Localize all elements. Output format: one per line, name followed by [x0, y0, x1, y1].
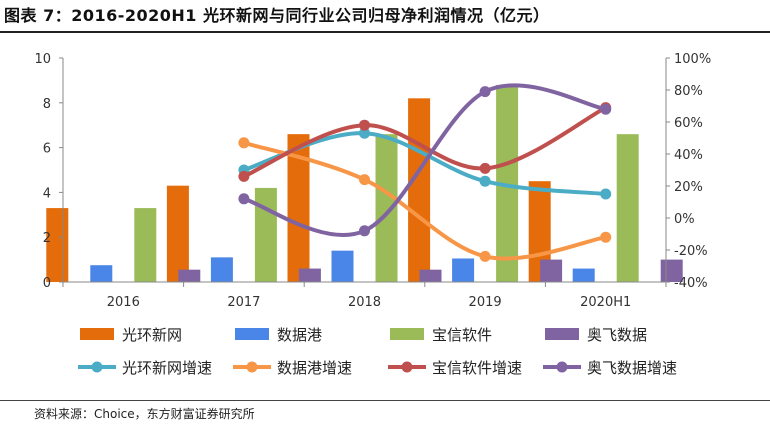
legend-label-奥飞数据增速: 奥飞数据增速: [587, 359, 677, 377]
bar-宝信软件: [496, 84, 519, 282]
marker-数据港增速: [479, 250, 491, 262]
legend-swatch-宝信软件: [390, 328, 424, 340]
bar-数据港: [90, 265, 113, 282]
y-tick-label-left: 2: [43, 231, 51, 246]
bar-数据港: [210, 257, 233, 282]
bar-宝信软件: [375, 134, 398, 282]
title-rule: [0, 31, 770, 33]
marker-宝信软件增速: [359, 119, 370, 131]
bar-光环新网: [408, 98, 431, 282]
source-note: 资料来源：Choice，东方财富证券研究所: [34, 407, 255, 421]
bar-数据港: [452, 258, 475, 282]
marker-光环新网增速: [479, 175, 491, 187]
x-tick-label: 2017: [227, 295, 260, 310]
marker-奥飞数据增速: [359, 225, 370, 237]
bar-奥飞数据: [419, 269, 442, 282]
y-tick-label-right: 100%: [674, 52, 711, 67]
marker-奥飞数据增速: [600, 103, 612, 115]
chart-title: 图表 7：2016-2020H1 光环新网与同行业公司归母净利润情况（亿元）: [4, 6, 550, 25]
bar-数据港: [331, 250, 354, 282]
x-tick-label: 2016: [107, 295, 140, 310]
legend-marker-数据港增速: [246, 361, 258, 373]
y-tick-label-right: -20%: [674, 244, 708, 259]
y-tick-label-right: -40%: [674, 276, 708, 291]
legend-swatch-数据港: [235, 328, 269, 340]
y-tick-label-right: 40%: [674, 148, 703, 163]
line-数据港增速: [241, 140, 608, 261]
y-tick-label-right: 80%: [674, 84, 703, 99]
line-奥飞数据增速: [241, 83, 608, 237]
bar-奥飞数据: [298, 268, 321, 282]
y-tick-label-right: 0%: [674, 212, 695, 227]
legend-swatch-奥飞数据: [545, 328, 579, 340]
bar-宝信软件: [134, 208, 157, 282]
y-tick-label-left: 10: [34, 52, 51, 67]
marker-数据港增速: [238, 137, 250, 149]
legend-label-数据港增速: 数据港增速: [277, 359, 352, 377]
legend-label-光环新网: 光环新网: [122, 326, 182, 344]
bar-宝信软件: [616, 134, 639, 282]
marker-光环新网增速: [359, 127, 370, 139]
marker-光环新网增速: [600, 188, 612, 200]
marker-数据港增速: [359, 174, 370, 186]
y-tick-label-left: 8: [43, 97, 51, 112]
marker-宝信软件增速: [479, 162, 491, 174]
legend-label-宝信软件: 宝信软件: [432, 326, 492, 344]
marker-宝信软件增速: [238, 170, 250, 182]
bar-奥飞数据: [178, 269, 201, 282]
bar-光环新网: [287, 134, 310, 282]
x-tick-label: 2019: [469, 295, 502, 310]
legend-label-宝信软件增速: 宝信软件增速: [432, 359, 522, 377]
y-tick-label-left: 0: [43, 276, 51, 291]
legend-label-数据港: 数据港: [277, 326, 322, 344]
y-tick-label-left: 4: [43, 186, 51, 201]
y-tick-label-right: 60%: [674, 116, 703, 131]
legend-label-光环新网增速: 光环新网增速: [122, 359, 212, 377]
legend-label-奥飞数据: 奥飞数据: [587, 326, 647, 344]
y-tick-label-right: 20%: [674, 180, 703, 195]
bar-光环新网: [166, 185, 189, 282]
legend-marker-奥飞数据增速: [556, 361, 568, 373]
marker-数据港增速: [600, 231, 612, 243]
marker-奥飞数据增速: [479, 86, 491, 98]
legend-marker-光环新网增速: [91, 361, 103, 373]
legend-swatch-光环新网: [80, 328, 114, 340]
line-宝信软件增速: [241, 105, 608, 179]
legend-marker-宝信软件增速: [401, 361, 413, 373]
bar-奥飞数据: [540, 259, 563, 282]
marker-奥飞数据增速: [238, 193, 250, 205]
source-rule: [0, 400, 770, 401]
x-tick-label: 2020H1: [580, 295, 631, 310]
x-tick-label: 2018: [348, 295, 381, 310]
combo-chart: 0 2 4 6 8 10 -40% -20% 0% 20% 40% 60% 80% 100% 2016 201…: [34, 52, 711, 377]
bar-宝信软件: [254, 187, 277, 282]
bar-数据港: [572, 268, 595, 282]
y-tick-label-left: 6: [43, 142, 51, 157]
